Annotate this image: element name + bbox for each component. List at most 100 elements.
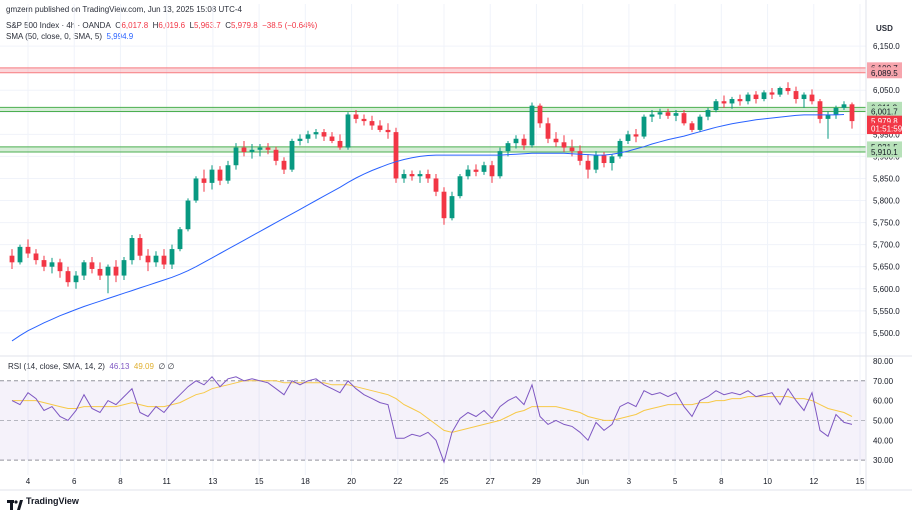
- candle-body: [321, 132, 327, 137]
- candle-body: [177, 229, 183, 250]
- sma-line-group: [11, 114, 845, 342]
- time-tick-label: 15: [856, 477, 865, 486]
- candle-body: [465, 169, 471, 177]
- candle-body: [489, 165, 495, 177]
- candle-body: [313, 132, 319, 135]
- candle-body: [257, 147, 263, 150]
- candle-body: [273, 149, 279, 161]
- candle-body: [241, 147, 247, 152]
- candle-body: [545, 123, 551, 139]
- candle-body: [337, 140, 343, 148]
- candle-body: [617, 140, 623, 157]
- low-label: L: [189, 21, 195, 30]
- candle-body: [121, 260, 127, 276]
- candle-body: [233, 147, 239, 166]
- time-tick-label: 18: [301, 477, 310, 486]
- candle-body: [225, 165, 231, 181]
- rsi-value: 46.13: [109, 362, 130, 371]
- candle-body: [153, 255, 159, 263]
- candle-body: [449, 196, 455, 219]
- price-tick-label: 5,700.0: [873, 241, 900, 250]
- price-label-text: 5,910.1: [871, 148, 898, 157]
- candle-body: [785, 87, 791, 92]
- publisher-line: gmzern published on TradingView.com, Jun…: [6, 5, 242, 14]
- candle-body: [529, 105, 535, 146]
- high-label: H: [152, 21, 159, 30]
- price-tick-label: 5,600.0: [873, 285, 900, 294]
- candle-body: [737, 99, 743, 102]
- price-tick-label: 5,800.0: [873, 197, 900, 206]
- rsi-label: RSI (14, close, SMA, 14, 2): [8, 362, 105, 371]
- candle-body: [817, 101, 823, 119]
- candle-body: [209, 169, 215, 183]
- zone-band: [0, 146, 866, 152]
- candle-body: [281, 160, 287, 170]
- candles: [9, 82, 855, 294]
- candle-body: [385, 129, 391, 133]
- candle-body: [249, 149, 255, 152]
- candle-body: [657, 112, 663, 115]
- candle-body: [665, 112, 671, 116]
- candle-body: [673, 113, 679, 116]
- rsi-ma-line: [12, 380, 853, 433]
- tradingview-logo-icon: [7, 497, 23, 510]
- candle-body: [65, 271, 71, 283]
- candle-body: [369, 121, 375, 126]
- candle-body: [497, 151, 503, 177]
- candle-body: [353, 114, 359, 119]
- candle-body: [833, 107, 839, 115]
- candle-body: [217, 169, 223, 181]
- candle-body: [89, 262, 95, 269]
- candle-body: [105, 266, 111, 276]
- candle-body: [81, 262, 87, 276]
- candle-body: [161, 255, 167, 265]
- candle-body: [681, 113, 687, 124]
- tradingview-brand[interactable]: TradingView: [26, 496, 79, 506]
- symbol-legend[interactable]: S&P 500 Index · 4h · OANDA O6,017.8 H6,0…: [6, 21, 317, 30]
- candle-body: [345, 114, 351, 148]
- price-label-box: [867, 146, 902, 158]
- price-label-text: 01:51:59: [871, 125, 903, 134]
- candle-body: [481, 165, 487, 172]
- candle-body: [9, 255, 15, 263]
- zones: [0, 67, 866, 153]
- price-label-box: [867, 106, 902, 118]
- candle-body: [601, 155, 607, 164]
- candle-body: [409, 174, 415, 177]
- rsi-tick-label: 40.00: [873, 436, 894, 445]
- rsi-tick-label: 70.00: [873, 377, 894, 386]
- zone-band: [0, 107, 866, 112]
- candle-body: [569, 147, 575, 152]
- candle-body: [169, 249, 175, 265]
- candle-body: [553, 138, 559, 143]
- time-tick-label: 12: [809, 477, 818, 486]
- price-label-text: 5,979.8: [871, 117, 898, 126]
- candle-body: [633, 134, 639, 137]
- candle-body: [457, 176, 463, 197]
- price-tick-label: 6,150.0: [873, 42, 900, 51]
- rsi-line: [11, 376, 853, 464]
- candle-body: [513, 138, 519, 144]
- price-tick-label: 5,500.0: [873, 329, 900, 338]
- currency-label[interactable]: USD: [876, 24, 893, 33]
- candle-body: [401, 174, 407, 179]
- time-tick-label: 10: [763, 477, 772, 486]
- candle-body: [801, 94, 807, 100]
- time-tick-label: 25: [440, 477, 449, 486]
- candle-body: [361, 118, 367, 122]
- time-tick-label: Jun: [576, 477, 589, 486]
- candle-body: [809, 94, 815, 102]
- open-label: O: [115, 21, 122, 30]
- sma-legend[interactable]: SMA (50, close, 0, SMA, 5) 5,994.9: [6, 32, 133, 41]
- candle-body: [393, 132, 399, 179]
- candle-body: [17, 246, 23, 263]
- rsi-pane: [0, 355, 912, 464]
- candle-body: [505, 143, 511, 152]
- candle-body: [473, 169, 479, 172]
- candle-body: [689, 123, 695, 130]
- time-tick-label: 20: [347, 477, 356, 486]
- time-tick-label: 29: [532, 477, 541, 486]
- candle-body: [265, 147, 271, 150]
- price-tick-label: 5,550.0: [873, 307, 900, 316]
